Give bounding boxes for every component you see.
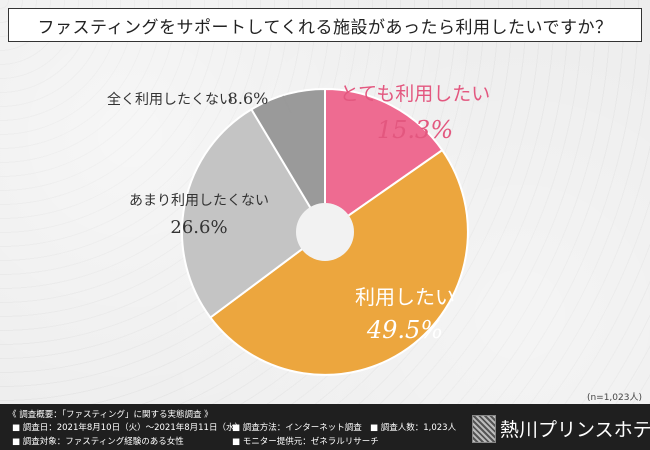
pie-slice-0	[324, 87, 444, 234]
survey-target: ■ 調査対象：ファスティング経験のある女性	[12, 437, 184, 447]
label-category-3: 全く利用したくない	[107, 91, 233, 108]
label-category-0: とても利用したい	[340, 83, 490, 105]
hotel-logo-text: 熱川プリンスホテル	[500, 419, 650, 441]
label-category-1: 利用したい	[355, 285, 455, 309]
hotel-logo-icon	[472, 415, 496, 443]
survey-provider: ■ モニター提供元：ゼネラルリサーチ	[232, 437, 379, 447]
pie-slice-1	[208, 148, 469, 376]
label-category-2: あまり利用したくない	[129, 193, 269, 209]
sample-size: (n=1,023人)	[586, 393, 642, 403]
pie-slice-3	[250, 87, 326, 236]
survey-method: ■ 調査方法：インターネット調査	[232, 423, 362, 433]
survey-date: ■ 調査日：2021年8月10日（火）～2021年8月11日（水）	[12, 423, 243, 433]
survey-footer: 《 調査概要：「ファスティング」に関する実態調査 》 ■ 調査日：2021年8月…	[0, 404, 650, 450]
title-bar: ファスティングをサポートしてくれる施設があったら利用したいですか？	[8, 8, 642, 42]
donut-hole	[296, 203, 354, 261]
survey-heading: 《 調査概要：「ファスティング」に関する実態調査 》	[8, 410, 213, 420]
chart-title: ファスティングをサポートしてくれる施設があったら利用したいですか？	[37, 17, 613, 38]
label-value-1: 49.5%	[366, 316, 443, 344]
label-value-0: 15.3%	[377, 116, 453, 144]
survey-count: ■ 調査人数：1,023人	[370, 423, 457, 433]
pie-slice-2	[181, 107, 327, 319]
leader-line	[282, 95, 292, 114]
label-value-2: 26.6%	[170, 217, 227, 238]
label-value-3: 8.6%	[228, 89, 269, 108]
